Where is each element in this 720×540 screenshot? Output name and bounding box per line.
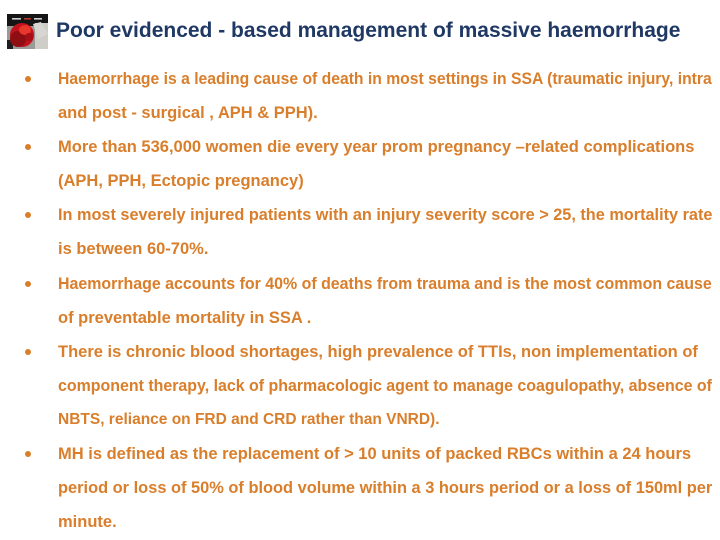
bullet-item-maternal-deaths: More than 536,000 women die every year p… [0, 130, 712, 198]
bullet-text-line: Haemorrhage accounts for 40% of deaths f… [58, 274, 712, 293]
bullet-item-trauma-deaths-share: Haemorrhage accounts for 40% of deaths f… [0, 267, 712, 335]
bullet-text-line: (APH, PPH, Ectopic pregnancy) [58, 172, 304, 191]
bullet-item-blood-shortages: There is chronic blood shortages, high p… [0, 335, 712, 437]
bullet-item-haemorrhage-leading-cause: Haemorrhage is a leading cause of death … [0, 62, 712, 130]
bullet-text-line: period or loss of 50% of blood volume wi… [58, 479, 713, 498]
bullet-text-line: minute. [58, 513, 117, 532]
bullet-text-line: and post - surgical , APH & PPH). [58, 104, 318, 123]
bullet-dot [25, 451, 31, 458]
bullet-text-line: NBTS, reliance on FRD and CRD rather tha… [58, 410, 440, 428]
bullet-dot [25, 76, 31, 82]
bullet-text-line: component therapy, lack of pharmacologic… [58, 376, 712, 395]
blood-surgery-photo-icon [7, 13, 48, 49]
bullet-text-line: More than 536,000 women die every year p… [58, 138, 695, 157]
bullet-dot [25, 212, 31, 219]
bullet-text-line: of preventable mortality in SSA . [58, 308, 312, 327]
bullet-text-line: is between 60-70%. [58, 240, 209, 259]
bullet-item-mh-definition: MH is defined as the replacement of > 10… [0, 437, 712, 539]
bullet-text-line: There is chronic blood shortages, high p… [58, 342, 698, 361]
bullet-dot [25, 144, 31, 151]
bullet-dot [25, 280, 31, 287]
bullet-text-line: Haemorrhage is a leading cause of death … [58, 70, 712, 88]
slide-title: Poor evidenced - based management of mas… [56, 19, 681, 43]
slide-header: Poor evidenced - based management of mas… [7, 11, 712, 51]
bullet-text-line: MH is defined as the replacement of > 10… [58, 445, 692, 464]
bullet-list: Haemorrhage is a leading cause of death … [0, 62, 712, 539]
bullet-item-injury-severity-mortality: In most severely injured patients with a… [0, 198, 712, 266]
bullet-dot [25, 348, 31, 355]
bullet-text-line: In most severely injured patients with a… [58, 206, 713, 225]
